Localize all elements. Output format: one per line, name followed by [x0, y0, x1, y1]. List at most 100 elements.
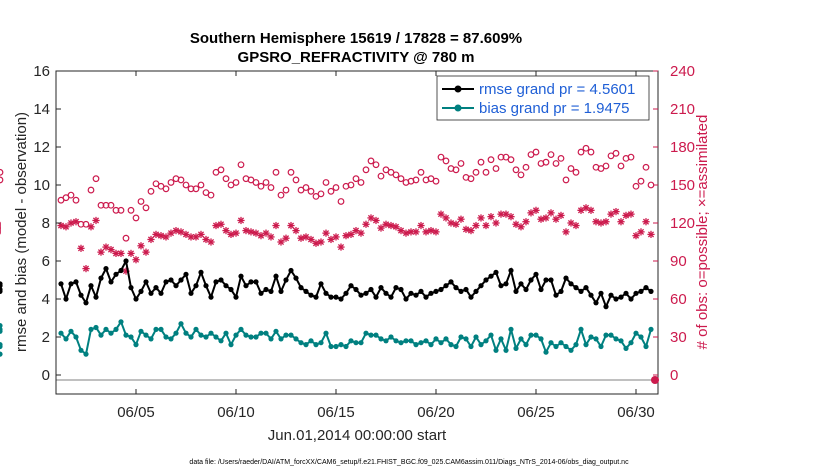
y-right-tick-label: 150: [670, 177, 695, 194]
obs-assimilated-point: [592, 218, 600, 226]
rmse-point: [433, 288, 439, 294]
rmse-point: [583, 285, 589, 291]
obs-possible-point: [612, 149, 620, 157]
obs-assimilated-point: [312, 239, 320, 247]
obs-possible-point: [367, 157, 375, 165]
footnote: data file: /Users/raeder/DAI/ATM_forcXX/…: [189, 459, 629, 466]
y-right-tick-label: 210: [670, 101, 695, 118]
obs-assimilated-point: [632, 232, 640, 240]
bias-point: [0, 343, 3, 350]
bias-point: [178, 321, 184, 327]
rmse-point: [238, 273, 244, 279]
bias-point: [633, 330, 639, 336]
obs-possible-point: [267, 184, 275, 191]
rmse-point: [208, 294, 214, 300]
obs-assimilated-point: [92, 216, 100, 225]
bias-point: [443, 336, 449, 342]
rmse-point: [503, 281, 509, 287]
bias-point: [518, 336, 524, 342]
bias-point: [403, 338, 409, 344]
obs-possible-point: [287, 168, 295, 176]
rmse-point: [153, 285, 159, 291]
rmse-point: [313, 294, 319, 300]
rmse-point: [633, 290, 639, 296]
obs-assimilated-point: [117, 249, 125, 257]
rmse-point: [453, 285, 459, 291]
bias-point: [248, 334, 254, 340]
rmse-point: [193, 283, 199, 289]
bias-point: [363, 330, 369, 336]
bias-point: [168, 336, 174, 342]
bias-point: [603, 332, 609, 338]
obs-assimilated-point: [132, 256, 140, 264]
rmse-point: [528, 277, 534, 283]
bias-point: [463, 336, 469, 342]
rmse-point: [118, 267, 124, 274]
rmse-point: [308, 292, 314, 298]
legend-box: [436, 75, 650, 121]
y-tick-label: 4: [42, 291, 50, 308]
obs-assimilated-point: [457, 215, 465, 223]
rmse-point: [68, 281, 74, 287]
bias-point: [143, 332, 149, 338]
obs-assimilated-point: [392, 223, 400, 231]
bias-point: [208, 330, 214, 336]
bias-point: [203, 334, 209, 340]
rmse-point: [543, 277, 549, 283]
obs-assimilated-point: [637, 228, 645, 236]
obs-assimilated-point: [437, 210, 445, 218]
rmse-point: [578, 288, 584, 294]
obs-possible-point: [577, 148, 585, 156]
bias-point: [133, 342, 139, 348]
bias-point: [608, 332, 614, 338]
obs-possible-point: [187, 185, 195, 193]
bias-point: [613, 336, 619, 342]
rmse-point: [303, 288, 309, 294]
rmse-point: [133, 296, 139, 302]
bias-point: [98, 332, 104, 338]
bias-point: [148, 336, 154, 342]
bias-point: [598, 343, 604, 350]
bias-point: [408, 338, 414, 344]
rmse-point: [488, 273, 494, 279]
bias-point: [63, 336, 69, 342]
rmse-point: [478, 283, 484, 289]
legend-rmse-label: rmse grand pr = 4.5601: [479, 81, 635, 98]
obs-possible-point: [292, 176, 300, 184]
rmse-point: [553, 292, 559, 298]
obs-assimilated-point: [337, 243, 345, 251]
rmse-point: [268, 288, 274, 294]
rmse-point: [213, 279, 219, 285]
bias-point: [573, 342, 579, 348]
rmse-point: [243, 283, 249, 289]
bias-point: [448, 342, 454, 348]
bias-point: [68, 328, 74, 334]
obs-assimilated-point: [172, 227, 180, 235]
bias-point: [93, 324, 99, 331]
obs-assimilated-point: [237, 216, 245, 225]
rmse-point: [298, 285, 304, 291]
obs-possible-point: [327, 187, 335, 195]
legend-rmse-marker: [454, 85, 462, 93]
obs-possible-point: [602, 162, 610, 170]
rmse-point: [158, 290, 164, 296]
obs-possible-point: [257, 182, 265, 190]
bias-point: [153, 326, 159, 332]
obs-assimilated-point: [547, 209, 555, 217]
obs-possible-point: [442, 157, 450, 165]
obs-possible-point: [137, 198, 145, 205]
rmse-point: [638, 288, 644, 294]
obs-possible-point: [532, 148, 540, 156]
obs-possible-point: [457, 160, 465, 167]
obs-assimilated-point: [647, 230, 655, 238]
bias-point: [413, 342, 419, 348]
obs-possible-point: [542, 158, 550, 166]
chart-title-line2: GPSRO_REFRACTIVITY @ 780 m: [238, 49, 475, 66]
obs-possible-point: [127, 206, 135, 214]
rmse-point: [188, 290, 194, 296]
obs-assimilated-point: [627, 210, 635, 218]
bias-point: [648, 326, 654, 332]
rmse-point: [333, 294, 339, 300]
bias-point: [353, 340, 359, 346]
rmse-point: [58, 281, 64, 287]
